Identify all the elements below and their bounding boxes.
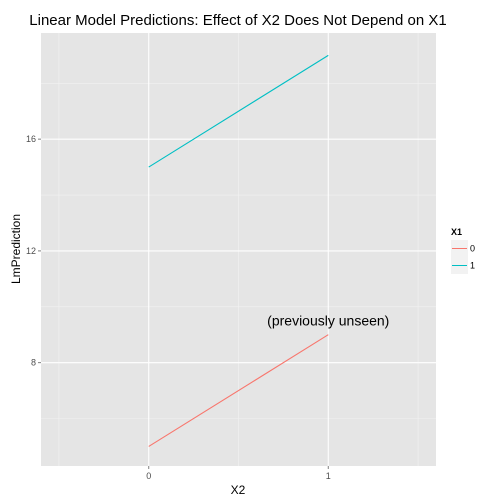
legend-title: X1 <box>451 227 462 237</box>
series-line-0 <box>148 334 329 447</box>
y-tick-label-1: 12 <box>26 246 36 256</box>
y-axis-title: LmPrediction <box>9 214 23 284</box>
x-tick-label-0: 0 <box>146 471 151 481</box>
annotation-label: (previously unseen) <box>267 313 389 329</box>
x-tick-label-1: 1 <box>326 471 331 481</box>
chart-title: Linear Model Predictions: Effect of X2 D… <box>29 12 446 29</box>
legend-entry-0: 0 <box>451 240 475 257</box>
legend-label-0: 0 <box>470 244 475 254</box>
legend-entry-1: 1 <box>451 257 475 274</box>
x-axis-title: X2 <box>231 483 246 497</box>
legend: X1 0 1 <box>451 227 475 274</box>
gridlines <box>41 33 436 466</box>
axis-ticks: 8 12 16 0 1 <box>26 134 331 481</box>
y-tick-label-0: 8 <box>31 358 36 368</box>
series-lines <box>148 54 329 447</box>
series-line-1 <box>148 54 329 168</box>
y-tick-label-2: 16 <box>26 134 36 144</box>
legend-label-1: 1 <box>470 261 475 271</box>
